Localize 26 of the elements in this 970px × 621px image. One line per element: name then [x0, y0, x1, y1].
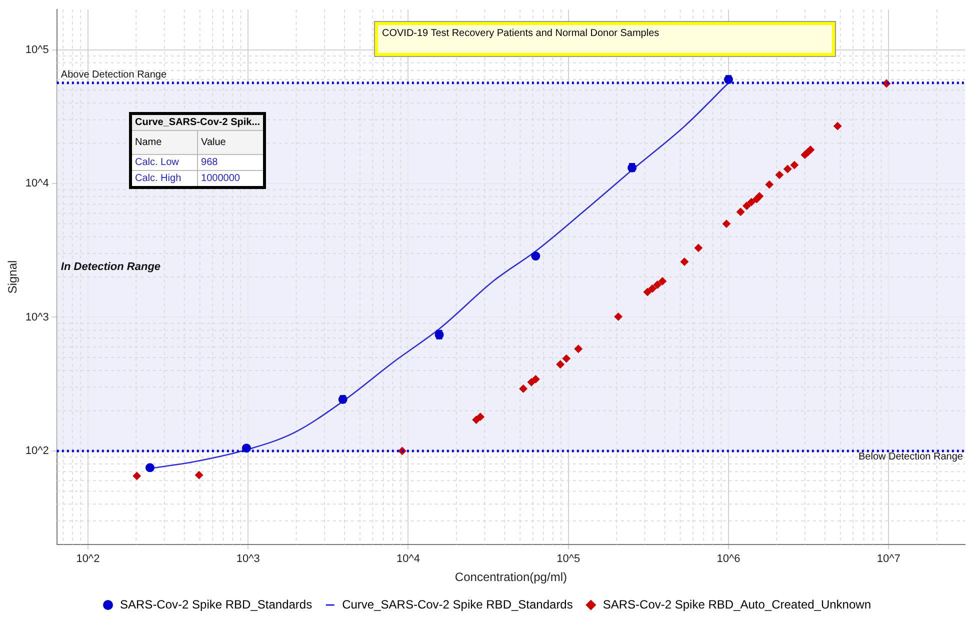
y-axis-title: Signal: [6, 260, 20, 294]
annotation: 1000000: [198, 170, 265, 188]
annotation: 968: [198, 154, 265, 170]
ref-line-label: Below Detection Range: [858, 452, 964, 463]
annotation: Calc. Low: [130, 154, 198, 170]
x-axis-title: Concentration(pg/ml): [454, 570, 567, 584]
y-tick-label: 10^5: [25, 44, 49, 56]
legend-label: Curve_SARS-Cov-2 Spike RBD_Standards: [342, 597, 573, 612]
x-tick-label: 10^6: [716, 553, 740, 566]
annotation: Value: [198, 130, 265, 154]
note-box: COVID-19 Test Recovery Patients and Normal Donor Samples: [375, 22, 835, 56]
y-tick-label: 10^4: [25, 178, 49, 190]
legend-label: SARS-Cov-2 Spike RBD_Standards: [120, 597, 312, 612]
x-tick-label: 10^7: [876, 553, 900, 566]
annotation: Name: [130, 130, 198, 154]
y-tick-label: 10^3: [25, 311, 49, 324]
x-tick-label: 10^2: [76, 553, 100, 566]
y-tick-label: 10^2: [25, 444, 49, 457]
annotation: Curve_SARS-Cov-2 Spik...: [130, 114, 265, 130]
x-tick-label: 10^5: [556, 553, 580, 566]
x-tick-label: 10^4: [396, 553, 420, 566]
legend-label: SARS-Cov-2 Spike RBD_Auto_Created_Unknown: [602, 597, 871, 612]
band-label: In Detection Range: [60, 260, 161, 273]
annotation: Calc. High: [130, 170, 198, 188]
x-tick-label: 10^3: [236, 553, 260, 566]
ref-line-label: Above Detection Range: [60, 70, 167, 81]
